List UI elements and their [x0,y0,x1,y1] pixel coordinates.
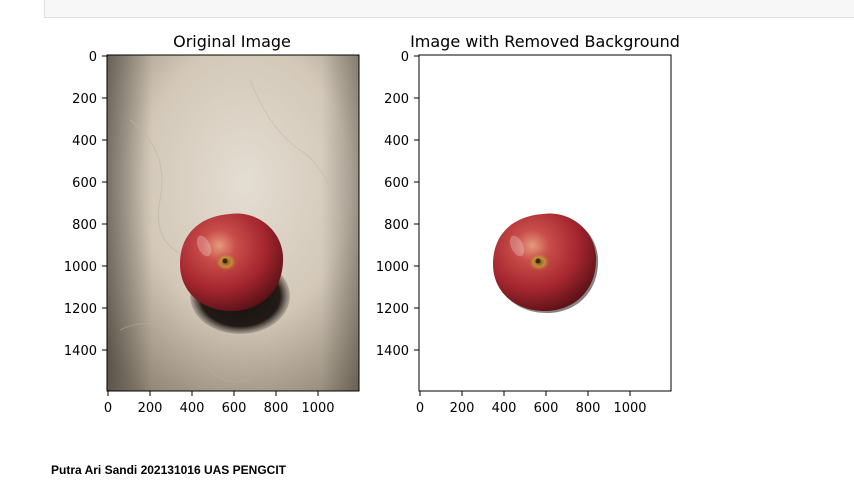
x-tick-label: 800 [264,401,289,416]
y-tick-label: 600 [72,176,97,191]
x-tick-label: 400 [180,401,205,416]
panel-title-removed-background: Image with Removed Background [410,32,680,51]
y-tick-label: 1200 [376,302,409,317]
y-tick-label: 400 [384,134,409,149]
x-tick-label: 200 [138,401,163,416]
y-tick-label: 0 [401,50,409,65]
y-tick-label: 1400 [376,344,409,359]
y-tick-label: 1000 [64,260,97,275]
x-tick-label: 800 [576,401,601,416]
x-tick-label: 1000 [301,401,334,416]
y-tick-label: 400 [72,134,97,149]
panel-title-original: Original Image [173,32,291,51]
y-tick-label: 600 [384,176,409,191]
y-axis-removed-background: 0 200 400 600 800 1000 1200 1400 [376,50,419,359]
x-tick-label: 1000 [613,401,646,416]
apple-cutout [493,213,599,314]
apple [180,213,284,312]
y-axis-original: 0 200 400 600 800 1000 1200 1400 [64,50,107,359]
x-axis-removed-background: 0 200 400 600 800 1000 [416,391,647,416]
y-tick-label: 1000 [376,260,409,275]
x-tick-label: 200 [450,401,475,416]
x-tick-label: 0 [416,401,424,416]
x-tick-label: 600 [222,401,247,416]
x-tick-label: 400 [492,401,517,416]
x-tick-label: 600 [534,401,559,416]
x-axis-original: 0 200 400 600 800 1000 [104,391,335,416]
original-photo [107,55,359,391]
y-tick-label: 1400 [64,344,97,359]
notebook-caption: Putra Ari Sandi 202131016 UAS PENGCIT [51,463,286,477]
axes-frame-original [106,54,360,392]
code-cell-input[interactable] [44,0,854,18]
y-tick-label: 1200 [64,302,97,317]
y-tick-label: 800 [384,218,409,233]
axes-frame-removed-background [418,54,672,392]
y-tick-label: 800 [72,218,97,233]
y-tick-label: 200 [72,92,97,107]
panel-original: Original Image 0 2 [64,32,360,416]
x-tick-label: 0 [104,401,112,416]
matplotlib-figure: Original Image 0 2 [64,32,680,416]
panel-removed-background: Image with Removed Background 0 200 400 … [376,32,680,416]
y-tick-label: 0 [89,50,97,65]
y-tick-label: 200 [384,92,409,107]
